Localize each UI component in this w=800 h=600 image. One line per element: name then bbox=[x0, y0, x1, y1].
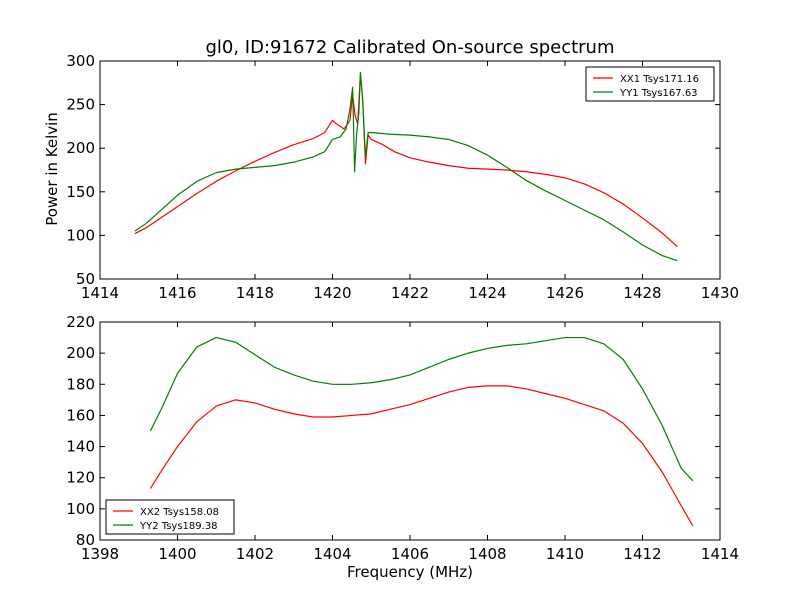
bottom-plot-x-axis-label: Frequency (MHz) bbox=[347, 563, 473, 581]
bottom-plot-x-tick-label: 1402 bbox=[236, 545, 274, 563]
top-plot-y-tick-label: 100 bbox=[66, 226, 95, 244]
chart-title: gl0, ID:91672 Calibrated On-source spect… bbox=[205, 37, 614, 58]
top-plot-legend-label-1: XX1 Tsys171.16 bbox=[620, 74, 699, 85]
bottom-plot-x-tick-label: 1398 bbox=[81, 545, 119, 563]
top-plot-series-line-2 bbox=[134, 71, 678, 262]
bottom-plot-x-tick-label: 1404 bbox=[313, 545, 351, 563]
bottom-plot-x-tick-label: 1412 bbox=[623, 545, 661, 563]
bottom-plot-x-tick-label: 1400 bbox=[158, 545, 196, 563]
top-plot-legend-label-2: YY1 Tsys167.63 bbox=[619, 88, 698, 99]
bottom-plot-y-tick-label: 140 bbox=[66, 438, 95, 456]
top-plot-x-tick-label: 1418 bbox=[236, 284, 274, 302]
bottom-plot-y-tick-label: 180 bbox=[66, 375, 95, 393]
top-plot-x-tick-label: 1430 bbox=[701, 284, 739, 302]
top-plot-x-tick-label: 1420 bbox=[313, 284, 351, 302]
bottom-plot-y-tick-label: 120 bbox=[66, 469, 95, 487]
bottom-plot-series-line-1 bbox=[149, 385, 694, 527]
top-plot-legend: XX1 Tsys171.16 YY1 Tsys167.63 bbox=[585, 66, 715, 102]
top-plot-y-axis-label: Power in Kelvin bbox=[43, 112, 61, 226]
top-plot-x-tick-label: 1426 bbox=[546, 284, 584, 302]
top-plot-x-tick-label: 1414 bbox=[81, 284, 119, 302]
top-plot-x-tick-label: 1428 bbox=[623, 284, 661, 302]
bottom-plot-legend: XX2 Tsys158.08 YY2 Tsys189.38 bbox=[105, 499, 235, 535]
top-plot-x-tick-label: 1422 bbox=[391, 284, 429, 302]
top-plot-y-tick-label: 300 bbox=[66, 52, 95, 70]
bottom-plot: 1398 1400 1402 1404 1406 1408 1410 1412 1414 80 10… bbox=[66, 313, 739, 563]
bottom-plot-legend-box bbox=[105, 499, 235, 535]
bottom-plot-x-tick-label: 1414 bbox=[701, 545, 739, 563]
bottom-plot-series-line-2 bbox=[149, 336, 694, 482]
bottom-plot-legend-label-2: YY2 Tsys189.38 bbox=[139, 521, 218, 532]
bottom-plot-legend-label-1: XX2 Tsys158.08 bbox=[140, 507, 219, 518]
top-plot: 1414 1416 1418 1420 1422 1424 1426 1428 1430 50 10… bbox=[66, 52, 739, 302]
top-plot-x-tick-label: 1416 bbox=[158, 284, 196, 302]
top-plot-y-tick-label: 50 bbox=[76, 270, 95, 288]
bottom-plot-y-tick-label: 220 bbox=[66, 313, 95, 331]
bottom-plot-x-tick-label: 1410 bbox=[546, 545, 584, 563]
bottom-plot-y-tick-label: 160 bbox=[66, 406, 95, 424]
bottom-plot-y-tick-label: 80 bbox=[76, 531, 95, 549]
top-plot-y-tick-label: 250 bbox=[66, 96, 95, 114]
bottom-plot-y-tick-label: 100 bbox=[66, 500, 95, 518]
top-plot-x-tick-label: 1424 bbox=[468, 284, 506, 302]
bottom-plot-y-tick-label: 200 bbox=[66, 344, 95, 362]
bottom-plot-x-tick-label: 1408 bbox=[468, 545, 506, 563]
top-plot-legend-box bbox=[585, 66, 715, 102]
top-plot-y-tick-label: 150 bbox=[66, 183, 95, 201]
bottom-plot-x-tick-label: 1406 bbox=[391, 545, 429, 563]
top-plot-y-tick-label: 200 bbox=[66, 139, 95, 157]
